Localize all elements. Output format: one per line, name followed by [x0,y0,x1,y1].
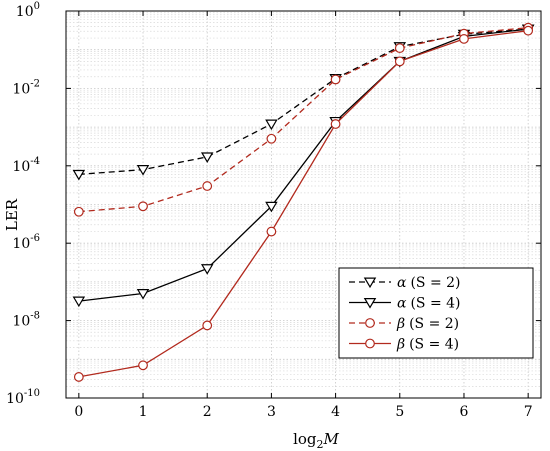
legend-condition: (S = 2) [410,275,460,291]
y-tick-exponent: -4 [30,156,40,167]
plot-frame [65,10,542,399]
legend-entry: α (S = 4) [349,296,461,312]
x-axis-label-log: log [293,430,317,448]
data-point [266,226,277,237]
y-tick-exponent: -10 [24,388,40,399]
series-3 [73,22,534,217]
series-4 [73,25,534,382]
data-point [200,152,214,164]
legend-condition: (S = 4) [410,296,460,312]
legend-label: α (S = 4) [397,296,461,312]
data-point [394,56,405,67]
y-tick-label: 10-2 [12,78,40,97]
data-point [73,206,84,217]
y-tick-label: 10-10 [6,388,40,407]
legend-entry: β (S = 2) [349,316,459,332]
legend-symbol: β [396,316,405,332]
y-tick-base: 10 [12,314,30,330]
legend-swatch-marker [365,318,375,328]
x-axis-label-variable: M [323,430,340,448]
data-point [265,119,278,131]
data-point [73,372,84,382]
y-tick-base: 10 [12,81,30,97]
data-point [200,264,214,275]
x-tick-label: 0 [74,404,83,420]
y-tick-exponent: -2 [30,78,40,89]
x-tick-label: 3 [267,404,276,420]
data-point [136,289,150,300]
y-tick-label: 10-6 [12,233,40,252]
y-tick-base: 10 [12,159,30,175]
x-axis-label-subscript: 2 [317,438,324,451]
y-tick-label: 100 [16,1,40,20]
legend-entry: β (S = 4) [349,337,459,353]
x-tick-label: 6 [460,404,469,420]
legend-label: α (S = 2) [397,275,461,291]
data-point [394,43,405,53]
data-point [523,25,534,36]
legend-label: β (S = 4) [396,337,459,353]
y-tick-base: 10 [12,236,30,252]
data-point [265,201,278,213]
legend-swatch-marker [363,298,377,309]
data-point [202,320,213,331]
legend-entry: α (S = 2) [349,275,461,291]
x-tick-label: 2 [203,404,212,420]
series-layer [72,22,535,382]
legend: α (S = 2)α (S = 4)β (S = 2)β (S = 4) [338,267,534,359]
y-tick-exponent: 0 [34,1,40,12]
data-point [266,133,277,144]
data-point [136,165,150,176]
series-line [78,30,529,378]
x-tick-label: 1 [139,404,148,420]
legend-swatch-marker [363,277,377,289]
data-point [459,34,469,44]
data-point [72,296,86,308]
y-tick-exponent: -8 [30,311,40,322]
data-point [202,181,213,191]
y-tick-base: 10 [6,391,24,407]
series-line [78,28,529,302]
x-axis-ticks: 0 1 2 3 4 5 6 7 [74,11,533,420]
series-line [78,28,529,176]
legend-condition: (S = 4) [409,337,459,353]
x-axis-label: log2M [293,430,339,451]
y-tick-label: 10-8 [12,311,40,330]
x-tick-label: 7 [524,404,533,420]
legend-symbol: α [397,275,407,291]
y-tick-label: 10-4 [12,156,40,175]
legend-symbol: β [396,337,405,353]
y-tick-exponent: -6 [30,233,40,244]
legend-label: β (S = 2) [396,316,459,332]
x-tick-label: 5 [395,404,404,420]
data-point [330,119,341,129]
legend-swatch-marker [365,338,375,349]
series-line [78,27,529,213]
x-tick-label: 4 [331,404,340,420]
data-point [138,201,148,212]
legend-condition: (S = 2) [409,316,459,332]
data-point [138,360,148,371]
y-tick-base: 10 [16,4,34,20]
legend-symbol: α [397,296,407,312]
y-axis-label: LER [3,198,21,231]
data-point [330,74,341,85]
data-point [72,169,86,181]
